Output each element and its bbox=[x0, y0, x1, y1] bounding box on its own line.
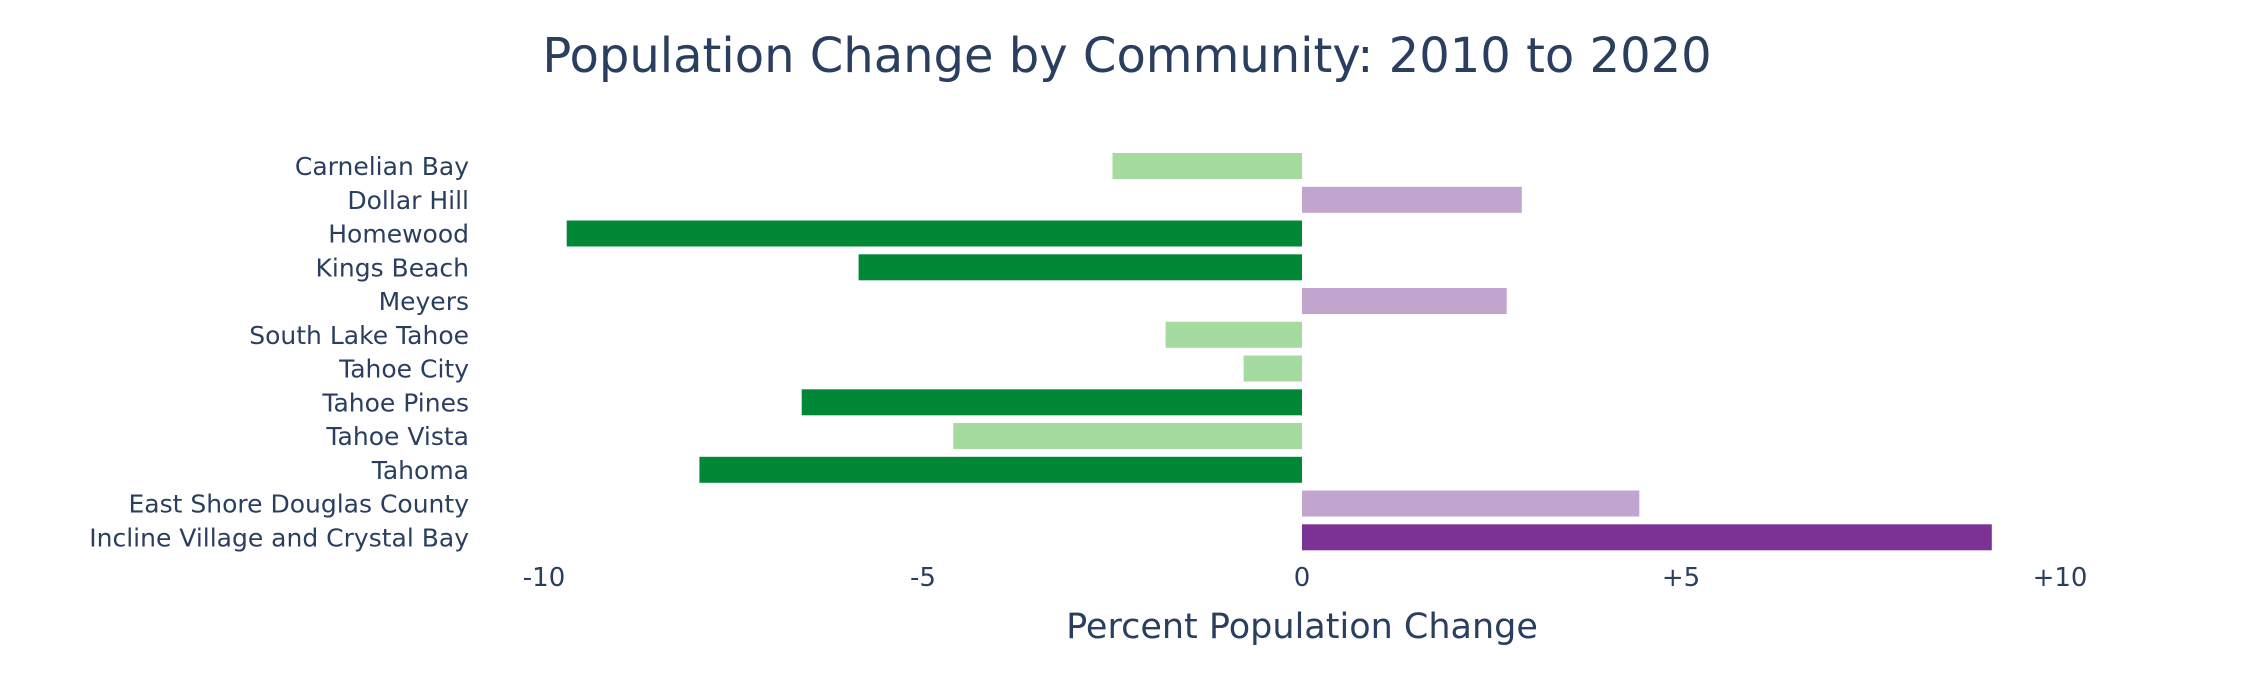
x-axis-title: Percent Population Change bbox=[1066, 607, 1538, 647]
category-label: Meyers bbox=[379, 287, 469, 316]
category-label: East Shore Douglas County bbox=[129, 490, 470, 519]
bars-group bbox=[566, 153, 1992, 551]
bar-tahoe-vista bbox=[953, 423, 1302, 449]
bar-meyers bbox=[1302, 288, 1507, 314]
x-tick-label: -5 bbox=[910, 563, 936, 593]
bar-homewood bbox=[566, 220, 1302, 247]
category-label: Tahoma bbox=[371, 456, 469, 485]
x-tick-label: 0 bbox=[1294, 563, 1311, 593]
category-label: South Lake Tahoe bbox=[249, 321, 469, 350]
category-label: Tahoe City bbox=[338, 355, 469, 384]
x-tick-label: +10 bbox=[2033, 563, 2088, 593]
bar-incline-village-and-crystal-bay bbox=[1302, 524, 1992, 551]
category-label: Kings Beach bbox=[316, 253, 469, 282]
bar-dollar-hill bbox=[1302, 186, 1522, 213]
category-label: Dollar Hill bbox=[347, 186, 469, 215]
category-label: Carnelian Bay bbox=[295, 152, 469, 181]
category-label: Tahoe Vista bbox=[325, 422, 469, 451]
bar-carnelian-bay bbox=[1112, 153, 1302, 179]
x-axis-ticks: -10 -5 0 +5 +10 bbox=[523, 563, 2088, 593]
bar-kings-beach bbox=[858, 254, 1302, 281]
bar-tahoe-pines bbox=[801, 389, 1302, 416]
category-labels: Carnelian Bay Dollar Hill Homewood Kings Be… bbox=[89, 152, 469, 552]
bar-east-shore-douglas-county bbox=[1302, 490, 1640, 517]
category-label: Homewood bbox=[328, 220, 469, 249]
bar-south-lake-tahoe bbox=[1165, 321, 1302, 348]
x-tick-label: -10 bbox=[523, 563, 565, 593]
bar-tahoma bbox=[699, 456, 1302, 483]
bar-tahoe-city bbox=[1243, 355, 1302, 382]
chart-title: Population Change by Community: 2010 to … bbox=[542, 28, 1711, 84]
category-label: Tahoe Pines bbox=[321, 388, 469, 417]
category-label: Incline Village and Crystal Bay bbox=[89, 523, 469, 552]
x-tick-label: +5 bbox=[1662, 563, 1700, 593]
